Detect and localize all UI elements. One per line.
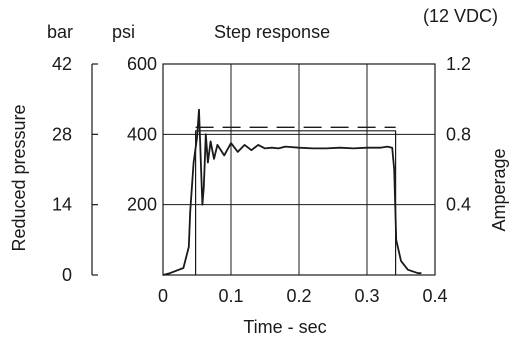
psi-tick-label: 400	[127, 124, 157, 144]
x-tick-label: 0.3	[354, 286, 379, 306]
x-tick-label: 0.2	[286, 286, 311, 306]
y-right-axis-title: Amperage	[489, 148, 509, 231]
voltage-note: (12 VDC)	[423, 6, 498, 26]
bar-tick-label: 0	[62, 265, 72, 285]
psi-unit-label: psi	[112, 22, 135, 42]
tick-labels: 0 0.1 0.2 0.3 0.4 0 14 28 42 200 400 600 0.4 0.8 1.2	[52, 54, 471, 306]
x-tick-label: 0.1	[218, 286, 243, 306]
psi-tick-label: 600	[127, 54, 157, 74]
x-tick-label: 0.4	[422, 286, 447, 306]
chart-title: Step response	[214, 22, 330, 42]
psi-tick-label: 200	[127, 195, 157, 215]
bar-tick-label: 14	[52, 195, 72, 215]
x-axis-title: Time - sec	[243, 317, 326, 337]
amperage-tick-label: 0.8	[446, 124, 471, 144]
y-left-axis-title: Reduced pressure	[9, 104, 29, 251]
amperage-tick-label: 0.4	[446, 195, 471, 215]
amperage-tick-label: 1.2	[446, 54, 471, 74]
bar-unit-label: bar	[47, 22, 73, 42]
x-tick-label: 0	[158, 286, 168, 306]
bar-tick-label: 42	[52, 54, 72, 74]
left-bar-axis	[92, 64, 98, 275]
bar-tick-label: 28	[52, 124, 72, 144]
